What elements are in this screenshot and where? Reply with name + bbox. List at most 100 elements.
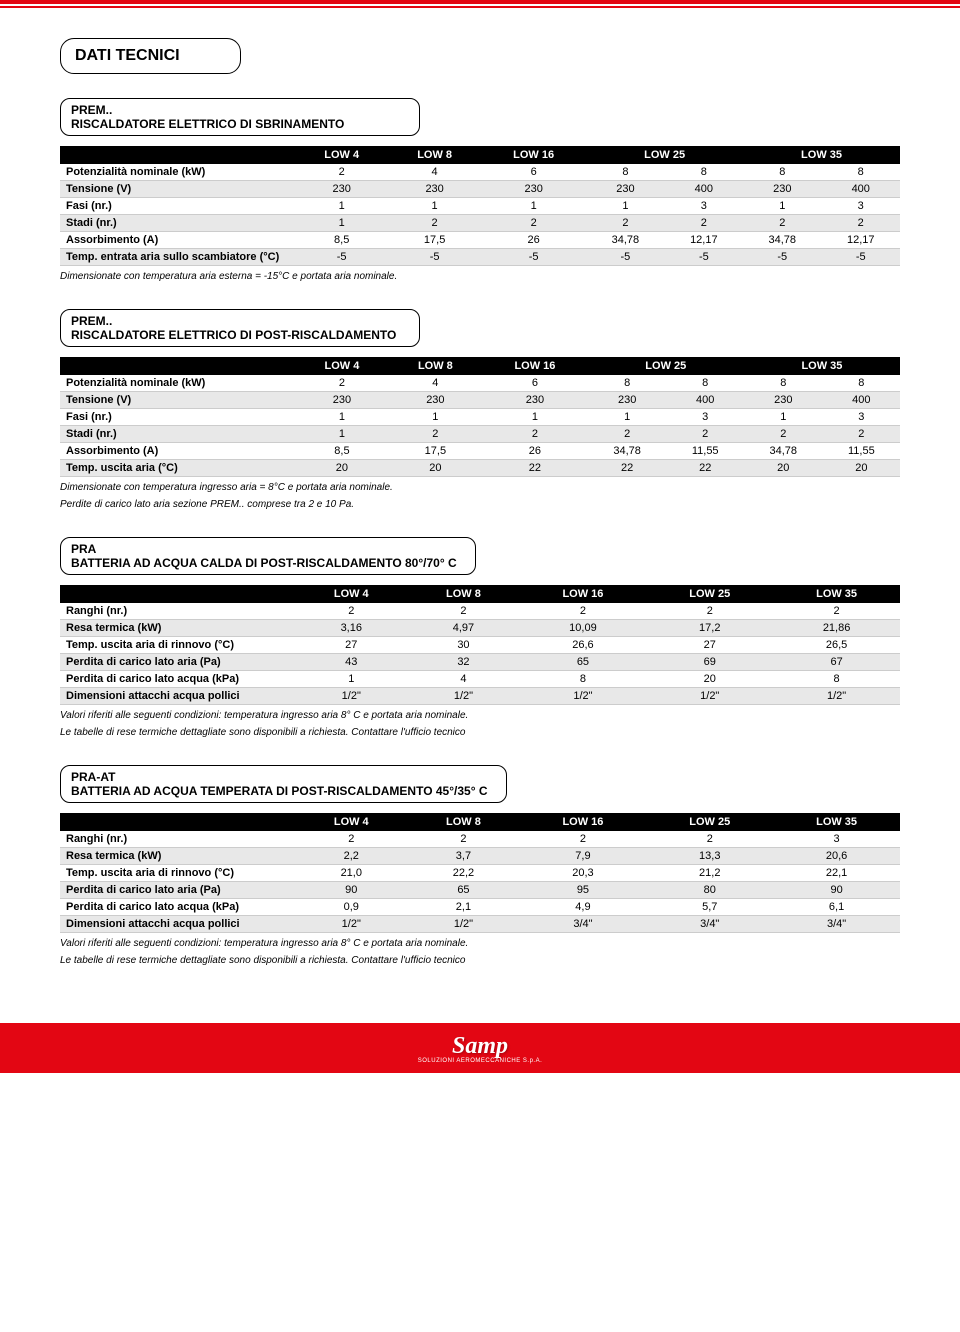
row-value: 230 bbox=[586, 181, 664, 198]
row-value: 2 bbox=[773, 603, 900, 620]
table-header: LOW 25 bbox=[646, 585, 773, 603]
section-label-box: PREM..RISCALDATORE ELETTRICO DI POST-RIS… bbox=[60, 309, 420, 347]
table-header: LOW 16 bbox=[520, 585, 647, 603]
row-label: Tensione (V) bbox=[60, 392, 295, 409]
table-row: Perdita di carico lato aria (Pa)90659580… bbox=[60, 882, 900, 899]
table-row: Tensione (V)230230230230400230400 bbox=[60, 181, 900, 198]
row-value: 8 bbox=[744, 375, 823, 392]
row-value: 230 bbox=[588, 392, 667, 409]
row-value: 20 bbox=[744, 460, 823, 477]
table-header: LOW 8 bbox=[407, 585, 519, 603]
section-code: PRA bbox=[71, 542, 457, 556]
row-value: 17,5 bbox=[388, 232, 481, 249]
row-value: 26 bbox=[481, 232, 586, 249]
row-value: -5 bbox=[821, 249, 900, 266]
row-value: 2 bbox=[586, 215, 664, 232]
row-value: 2 bbox=[665, 215, 743, 232]
row-label: Temp. uscita aria di rinnovo (°C) bbox=[60, 637, 295, 654]
row-value: 230 bbox=[295, 181, 388, 198]
table-row: Potenzialità nominale (kW)2468888 bbox=[60, 164, 900, 181]
row-value: 17,5 bbox=[389, 443, 482, 460]
row-value: 2 bbox=[646, 831, 773, 848]
row-value: 2 bbox=[744, 426, 823, 443]
row-value: 400 bbox=[667, 392, 744, 409]
row-value: 8 bbox=[667, 375, 744, 392]
footer-logo: Samp bbox=[418, 1033, 543, 1060]
row-value: 22 bbox=[588, 460, 667, 477]
table-header: LOW 35 bbox=[743, 146, 900, 164]
table-row: Perdita di carico lato acqua (kPa)0,92,1… bbox=[60, 899, 900, 916]
row-value: 4 bbox=[389, 375, 482, 392]
row-value: -5 bbox=[665, 249, 743, 266]
row-value: 1/2" bbox=[407, 688, 519, 705]
row-label: Stadi (nr.) bbox=[60, 215, 295, 232]
row-value: 2,2 bbox=[295, 848, 407, 865]
row-value: 27 bbox=[295, 637, 407, 654]
row-value: 90 bbox=[295, 882, 407, 899]
row-value: 1 bbox=[295, 671, 407, 688]
row-value: 10,09 bbox=[520, 620, 647, 637]
table-header: LOW 16 bbox=[482, 357, 588, 375]
section-code: PREM.. bbox=[71, 314, 401, 328]
row-label: Stadi (nr.) bbox=[60, 426, 295, 443]
row-value: 11,55 bbox=[667, 443, 744, 460]
row-value: 2 bbox=[520, 831, 647, 848]
row-label: Ranghi (nr.) bbox=[60, 603, 295, 620]
section-label-box: PRABATTERIA AD ACQUA CALDA DI POST-RISCA… bbox=[60, 537, 476, 575]
row-value: 1 bbox=[295, 426, 388, 443]
row-value: 21,86 bbox=[773, 620, 900, 637]
row-value: 34,78 bbox=[588, 443, 667, 460]
row-value: 17,2 bbox=[646, 620, 773, 637]
row-value: 2 bbox=[588, 426, 667, 443]
row-label: Assorbimento (A) bbox=[60, 443, 295, 460]
section-note: Valori riferiti alle seguenti condizioni… bbox=[60, 709, 900, 722]
row-value: 8 bbox=[773, 671, 900, 688]
row-value: 1/2" bbox=[520, 688, 647, 705]
row-value: 400 bbox=[823, 392, 900, 409]
row-value: 1 bbox=[743, 198, 821, 215]
row-value: 2 bbox=[481, 215, 586, 232]
row-value: 2 bbox=[520, 603, 647, 620]
table-row: Temp. uscita aria di rinnovo (°C)21,022,… bbox=[60, 865, 900, 882]
table-header: LOW 8 bbox=[407, 813, 519, 831]
row-value: 2 bbox=[482, 426, 588, 443]
row-value: 26,6 bbox=[520, 637, 647, 654]
section-code: PREM.. bbox=[71, 103, 401, 117]
row-value: 2 bbox=[295, 831, 407, 848]
section-description: BATTERIA AD ACQUA CALDA DI POST-RISCALDA… bbox=[71, 556, 457, 570]
row-value: 67 bbox=[773, 654, 900, 671]
row-value: 8 bbox=[586, 164, 664, 181]
row-value: 1 bbox=[586, 198, 664, 215]
table-row: Resa termica (kW)2,23,77,913,320,6 bbox=[60, 848, 900, 865]
row-value: 6 bbox=[481, 164, 586, 181]
table-header bbox=[60, 146, 295, 164]
table-header: LOW 8 bbox=[388, 146, 481, 164]
row-value: 5,7 bbox=[646, 899, 773, 916]
row-value: 43 bbox=[295, 654, 407, 671]
row-value: 11,55 bbox=[823, 443, 900, 460]
row-value: 1 bbox=[744, 409, 823, 426]
row-value: 230 bbox=[388, 181, 481, 198]
row-value: -5 bbox=[586, 249, 664, 266]
table-header: LOW 4 bbox=[295, 146, 388, 164]
row-value: 34,78 bbox=[743, 232, 821, 249]
row-value: 1/2" bbox=[295, 916, 407, 933]
row-value: 3 bbox=[667, 409, 744, 426]
row-label: Tensione (V) bbox=[60, 181, 295, 198]
row-value: 3,16 bbox=[295, 620, 407, 637]
page-title: DATI TECNICI bbox=[75, 47, 180, 65]
row-value: 1/2" bbox=[295, 688, 407, 705]
section-label-box: PREM..RISCALDATORE ELETTRICO DI SBRINAME… bbox=[60, 98, 420, 136]
row-value: 22 bbox=[482, 460, 588, 477]
row-value: 1/2" bbox=[646, 688, 773, 705]
section-note: Le tabelle di rese termiche dettagliate … bbox=[60, 726, 900, 739]
section-code: PRA-AT bbox=[71, 770, 488, 784]
row-value: 2 bbox=[388, 215, 481, 232]
row-label: Perdita di carico lato acqua (kPa) bbox=[60, 899, 295, 916]
row-value: 230 bbox=[295, 392, 388, 409]
table-header: LOW 25 bbox=[646, 813, 773, 831]
row-value: 1 bbox=[481, 198, 586, 215]
row-value: 1 bbox=[482, 409, 588, 426]
row-value: 21,0 bbox=[295, 865, 407, 882]
row-value: 34,78 bbox=[586, 232, 664, 249]
